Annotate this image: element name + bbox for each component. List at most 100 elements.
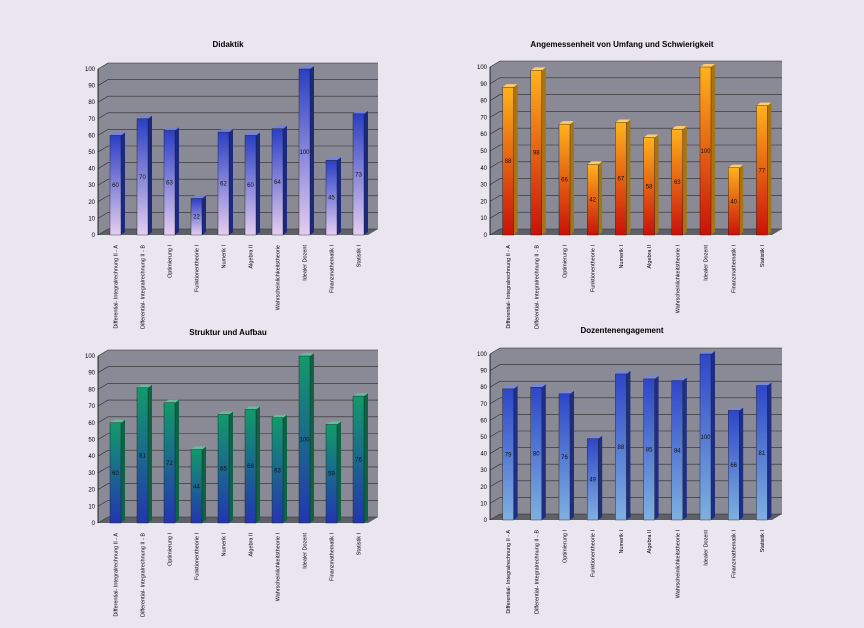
gridline xyxy=(489,380,782,388)
bar-side xyxy=(283,414,287,523)
category-label: Numerik I xyxy=(619,530,625,554)
bar-value-label: 63 xyxy=(674,180,681,186)
y-tick-label: 60 xyxy=(480,132,487,138)
chart-4: Dozentenengagement 0 10 20 30 40 50 60 70 80 90 100… xyxy=(477,326,782,614)
y-tick-label: 90 xyxy=(88,371,95,377)
gridline xyxy=(97,145,378,153)
bar xyxy=(325,424,338,524)
gridline xyxy=(97,366,378,373)
bar xyxy=(271,417,284,524)
gridline xyxy=(489,60,782,68)
category-label: Idealer Dozent xyxy=(303,245,309,281)
y-tick-label: 100 xyxy=(85,67,96,73)
y-tick-label: 10 xyxy=(480,216,487,222)
chart-title: Dozentenengagement xyxy=(580,326,663,335)
bar-value-label: 73 xyxy=(355,172,362,178)
bar-value-label: 59 xyxy=(328,472,335,478)
gridline xyxy=(97,433,378,440)
bar-top xyxy=(191,446,206,450)
bar xyxy=(643,378,655,521)
bar-value-label: 98 xyxy=(533,151,540,157)
y-tick-label: 10 xyxy=(88,504,95,510)
bar-top xyxy=(587,161,603,165)
bar-top xyxy=(756,382,772,386)
bar-side xyxy=(711,64,715,235)
gridline xyxy=(97,449,378,457)
y-tick-label: 80 xyxy=(88,387,95,393)
y-tick-label: 40 xyxy=(88,167,95,173)
y-tick-label: 40 xyxy=(480,452,487,458)
bar xyxy=(728,167,740,236)
category-label: Differential- Integralrechnung II - A xyxy=(114,533,120,617)
gridline xyxy=(97,499,378,507)
y-tick-label: 90 xyxy=(480,82,487,88)
category-label: Finanzmathematik I xyxy=(330,533,336,581)
bar-top xyxy=(164,127,179,131)
bar-side xyxy=(175,399,179,523)
category-label: Funktionentheorie I xyxy=(591,530,597,578)
bar xyxy=(109,135,122,236)
bar-value-label: 88 xyxy=(505,159,512,165)
gridline xyxy=(489,195,782,202)
bar-top xyxy=(164,399,179,403)
bar-value-label: 22 xyxy=(193,215,200,221)
y-tick-label: 80 xyxy=(88,100,95,106)
gridline xyxy=(489,127,782,135)
gridline xyxy=(97,466,378,474)
bar-value-label: 100 xyxy=(299,150,310,156)
bar-top xyxy=(502,84,518,88)
y-tick-label: 100 xyxy=(477,65,488,71)
bar-value-label: 72 xyxy=(166,461,173,467)
bar-top xyxy=(559,121,574,125)
bar xyxy=(163,402,176,524)
y-tick-label: 100 xyxy=(477,352,488,358)
bar-top xyxy=(615,370,631,374)
category-label: Idealer Dozent xyxy=(303,533,309,569)
bar xyxy=(298,68,311,236)
category-label: Statistik I xyxy=(357,533,363,556)
category-label: Finanzmathematik I xyxy=(732,530,738,578)
y-tick-label: 20 xyxy=(480,485,487,491)
bar-top xyxy=(615,119,631,123)
bar-value-label: 64 xyxy=(274,180,281,186)
bar-side xyxy=(570,121,574,235)
bar-side xyxy=(256,406,260,523)
y-tick-label: 30 xyxy=(88,183,95,189)
bar xyxy=(615,122,627,236)
category-label: Numerik I xyxy=(222,533,228,557)
gridline xyxy=(489,430,782,438)
gridline xyxy=(489,414,782,421)
bar-side xyxy=(598,161,603,235)
y-tick-label: 0 xyxy=(92,521,96,527)
bar-side xyxy=(229,411,233,523)
bar-value-label: 42 xyxy=(589,198,596,204)
bar-value-label: 65 xyxy=(220,467,227,473)
bar xyxy=(271,128,284,236)
category-label: Differential- Integralrechnung II - B xyxy=(534,530,540,614)
bar xyxy=(530,70,542,236)
bar-top xyxy=(559,390,574,394)
category-label: Differential- Integralrechnung II - B xyxy=(534,245,540,329)
bar-top xyxy=(353,110,368,114)
y-tick-label: 40 xyxy=(88,454,95,460)
bar-side xyxy=(229,129,233,235)
bar xyxy=(136,118,149,236)
category-label: Optimierung I xyxy=(563,530,569,563)
bar-side xyxy=(654,134,659,235)
gridline xyxy=(489,178,782,185)
category-label: Algebra II xyxy=(249,245,255,269)
bar-top xyxy=(299,66,314,69)
bar-side xyxy=(711,351,715,520)
bar-top xyxy=(530,384,546,388)
bar-side xyxy=(148,384,152,523)
gridline xyxy=(97,79,378,86)
category-label: Wahrscheinlichkeitstheorie xyxy=(276,245,282,310)
category-label: Differential- Integralrechnung II - B xyxy=(141,533,147,617)
category-label: Funktionentheorie I xyxy=(591,245,597,293)
bar-value-label: 60 xyxy=(247,183,254,189)
bar-top xyxy=(587,435,603,439)
category-label: Funktionentheorie I xyxy=(195,245,201,293)
bar xyxy=(671,128,683,236)
bar-value-label: 66 xyxy=(561,178,568,184)
bar-side xyxy=(682,126,687,235)
